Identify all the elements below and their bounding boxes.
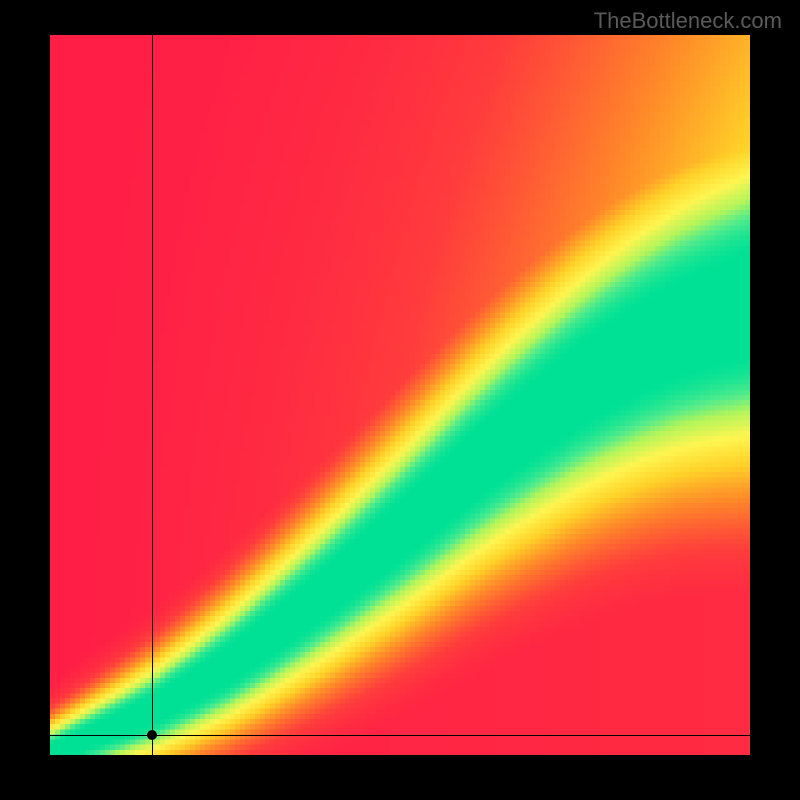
heatmap-plot bbox=[50, 35, 750, 755]
heatmap-canvas bbox=[50, 35, 750, 755]
marker-dot bbox=[147, 730, 157, 740]
watermark-text: TheBottleneck.com bbox=[594, 8, 782, 34]
crosshair-vertical bbox=[152, 35, 153, 755]
